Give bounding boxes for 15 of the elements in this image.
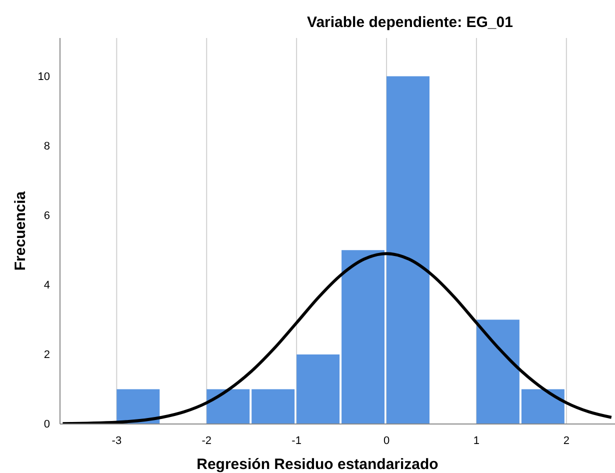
chart-subtitle: Variable dependiente: EG_01: [307, 14, 513, 31]
x-tick-label: 2: [563, 434, 570, 447]
y-tick-label: 6: [44, 210, 50, 222]
x-tick-label: 1: [473, 434, 480, 447]
y-axis-title: Frecuencia: [12, 190, 29, 271]
y-tick-label: 0: [44, 418, 50, 431]
y-tick-label: 8: [44, 140, 50, 152]
x-tick-label: 0: [383, 434, 390, 447]
x-axis-title: Regresión Residuo estandarizado: [196, 456, 438, 473]
x-tick-label: -3: [112, 434, 122, 447]
x-tick-label: -1: [292, 434, 302, 447]
y-tick-label: 2: [44, 348, 50, 361]
y-tick-label: 4: [44, 279, 50, 292]
y-tick-label: 10: [38, 70, 50, 83]
x-tick-label: -2: [202, 434, 212, 447]
